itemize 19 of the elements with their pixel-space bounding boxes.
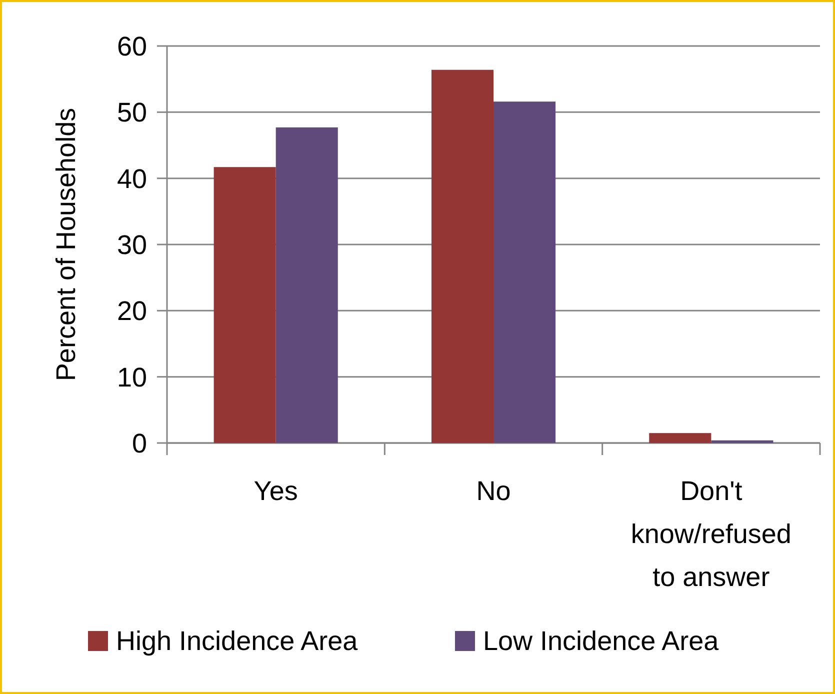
- y-tick-label: 30: [116, 230, 147, 260]
- y-tick-label: 0: [132, 428, 147, 458]
- y-tick-label: 40: [116, 164, 147, 194]
- y-tick-label: 10: [116, 362, 147, 392]
- y-axis-title: Percent of Households: [51, 108, 81, 382]
- bar: [431, 70, 494, 443]
- legend-label: Low Incidence Area: [483, 626, 720, 656]
- y-tick-label: 60: [116, 31, 147, 62]
- bar: [276, 127, 338, 443]
- bar: [214, 167, 276, 443]
- x-tick-label: Don't know/refused to answer: [630, 476, 792, 592]
- legend-label: High Incidence Area: [116, 626, 359, 656]
- bar: [711, 440, 774, 443]
- x-tick-label: No: [476, 476, 511, 506]
- y-tick-label: 20: [116, 296, 147, 326]
- x-tick-label: Yes: [254, 476, 298, 506]
- bar: [649, 433, 712, 443]
- y-tick-label: 50: [116, 98, 147, 128]
- bar: [494, 102, 556, 443]
